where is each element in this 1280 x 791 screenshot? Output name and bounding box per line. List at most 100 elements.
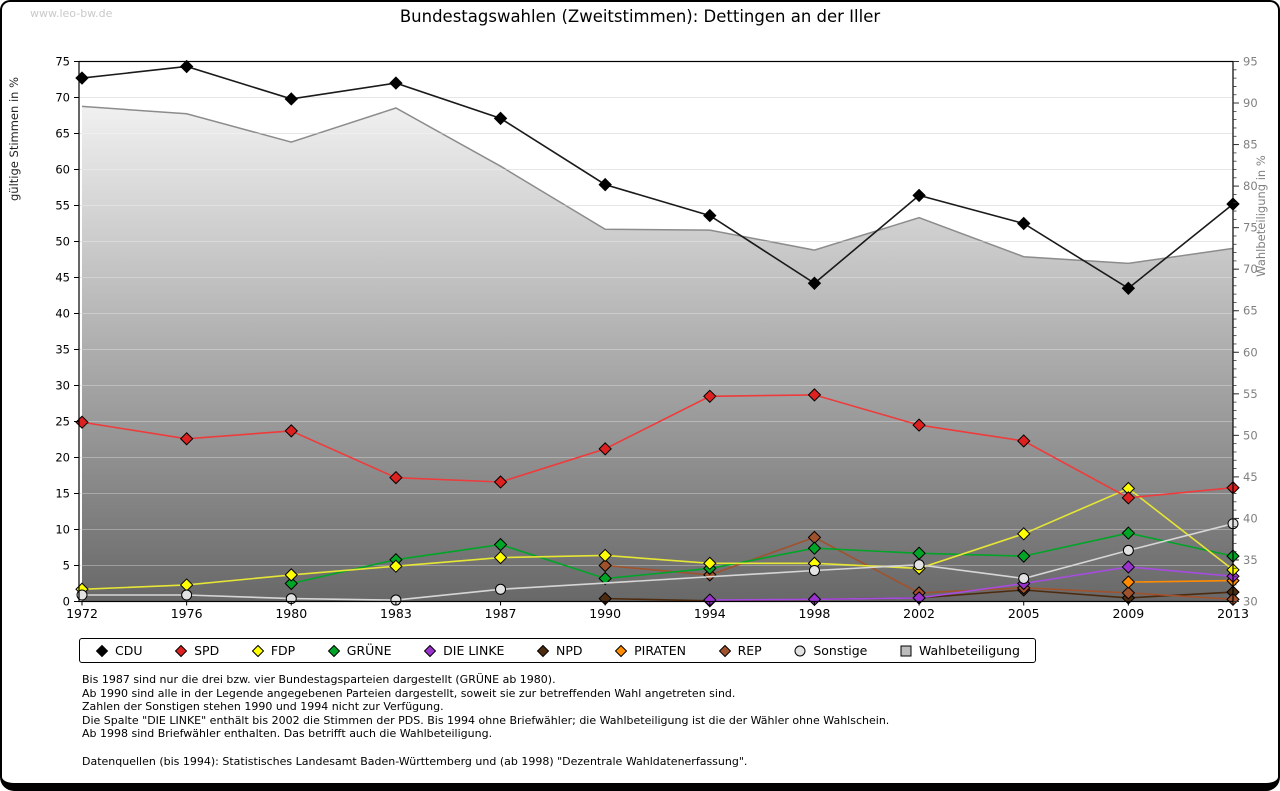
left-axis-tick-label: 15	[55, 487, 70, 501]
legend-swatch-fdp-icon	[251, 644, 265, 657]
x-axis-year-label: 1998	[799, 606, 831, 621]
marker-piraten	[1121, 575, 1136, 589]
x-axis-year-label: 1980	[275, 606, 307, 621]
marker-die-linke	[1121, 560, 1136, 574]
series-line-die-linke	[709, 566, 1234, 601]
legend-item-sonstige: Sonstige	[793, 643, 867, 658]
footnotes-block: Bis 1987 sind nur die drei bzw. vier Bun…	[82, 673, 889, 768]
left-axis-tick-label: 5	[63, 559, 70, 573]
marker-sonstige	[495, 583, 507, 595]
marker-sonstige	[1122, 544, 1134, 556]
left-axis-tick-label: 0	[63, 595, 70, 609]
marker-gr-ne	[1017, 549, 1031, 563]
legend-item-die-linke: DIE LINKE	[423, 643, 504, 658]
left-axis-tick-label: 45	[55, 271, 70, 285]
x-axis-year-label: 1994	[694, 606, 726, 621]
left-axis-tick-label: 35	[55, 343, 70, 357]
footnote-line: Datenquellen (bis 1994): Statistisches L…	[82, 754, 748, 768]
marker-cdu	[389, 76, 403, 90]
right-axis-tick-label: 95	[1243, 55, 1258, 69]
series-line-sonstige	[82, 522, 1234, 601]
legend-item-spd: SPD	[174, 643, 219, 658]
right-axis-tick-label: 90	[1243, 96, 1258, 110]
marker-cdu	[807, 276, 822, 290]
right-axis-tick-label: 75	[1243, 221, 1258, 235]
footnote-line: Zahlen der Sonstigen stehen 1990 und 199…	[82, 700, 444, 714]
marker-spd	[1017, 434, 1031, 448]
x-axis-year-label: 1976	[171, 606, 203, 621]
footnote-line: Die Spalte "DIE LINKE" enthält bis 2002 …	[82, 713, 890, 727]
legend-label: GRÜNE	[346, 643, 392, 658]
series-line-cdu	[81, 65, 1234, 290]
marker-cdu	[179, 59, 194, 74]
marker-fdp	[1017, 527, 1031, 541]
marker-cdu	[703, 208, 717, 223]
marker-spd	[1121, 491, 1136, 505]
x-axis-year-label: 1983	[380, 606, 412, 621]
x-axis-year-label: 1987	[485, 606, 517, 621]
election-line-chart: 0 5 10 15 20 25 30 35 40 45 50 55 60 65 70 75 30 35 40 45 50…	[2, 2, 1278, 624]
footnote-line: Bis 1987 sind nur die drei bzw. vier Bun…	[82, 673, 556, 686]
marker-cdu	[1121, 281, 1136, 296]
right-axis-tick-label: 60	[1243, 345, 1258, 359]
marker-spd	[179, 432, 194, 446]
series-line-spd	[81, 394, 1234, 499]
legend-swatch-wahlbeteiligung-icon	[900, 645, 912, 656]
right-axis-tick-label: 55	[1243, 387, 1258, 401]
legend-item-rep: REP	[718, 643, 762, 658]
right-axis-tick-label: 30	[1243, 595, 1258, 609]
legend-label: DIE LINKE	[443, 643, 505, 658]
legend-label: REP	[737, 643, 762, 658]
right-axis-tick-label: 40	[1243, 511, 1258, 525]
right-axis-tick-label: 50	[1243, 428, 1258, 442]
legend-label: Wahlbeteiligung	[918, 643, 1020, 658]
x-axis-year-label: 2013	[1217, 606, 1249, 621]
legend-item-gr-ne: GRÜNE	[327, 643, 392, 658]
series-line-fdp	[81, 487, 1234, 591]
x-axis-year-label: 1990	[589, 606, 621, 621]
left-axis-tick-label: 65	[55, 127, 70, 141]
left-axis-tick-label: 60	[55, 163, 70, 177]
legend-label: FDP	[270, 643, 296, 658]
legend-label: Sonstige	[813, 643, 868, 658]
marker-fdp	[493, 550, 508, 565]
marker-spd	[493, 475, 508, 489]
marker-sonstige	[808, 565, 820, 577]
legend-item-npd: NPD	[536, 643, 583, 658]
x-axis-year-label: 1972	[66, 606, 98, 621]
left-axis-tick-label: 30	[55, 379, 70, 393]
marker-cdu	[1017, 216, 1031, 231]
left-axis-tick-label: 75	[55, 55, 70, 69]
legend-label: SPD	[194, 643, 220, 658]
chart-legend: CDU SPD FDP GRÜNE DIE LINKE NPD PIRATEN REP Sons…	[79, 638, 1036, 663]
left-axis-title: gültige Stimmen in %	[7, 77, 21, 201]
watermark: www.leo-bw.de	[30, 7, 113, 20]
marker-fdp	[389, 559, 403, 573]
marker-fdp	[284, 568, 298, 582]
marker-spd	[703, 389, 717, 404]
marker-cdu	[598, 177, 612, 192]
legend-item-wahlbeteiligung: Wahlbeteiligung	[899, 643, 1020, 658]
marker-gr-ne	[284, 576, 298, 591]
left-axis-tick-label: 25	[55, 415, 70, 429]
legend-swatch-gr-ne-icon	[327, 644, 340, 657]
marker-gr-ne	[807, 541, 822, 555]
marker-sonstige	[181, 589, 193, 601]
x-axis-year-label: 2005	[1008, 606, 1040, 621]
legend-swatch-sonstige-icon	[794, 645, 806, 656]
marker-rep	[598, 558, 612, 573]
page-title: Bundestagswahlen (Zweitstimmen): Detting…	[399, 7, 881, 26]
marker-cdu	[493, 111, 508, 126]
right-axis-tick-label: 70	[1243, 262, 1258, 276]
left-axis-tick-label: 20	[55, 451, 70, 465]
right-axis-tick-label: 35	[1243, 553, 1258, 567]
wahlbeteiligung-area	[82, 106, 1233, 602]
legend-swatch-rep-icon	[718, 644, 731, 657]
x-axis-year-label: 2009	[1112, 606, 1144, 621]
legend-swatch-spd-icon	[174, 644, 188, 657]
legend-swatch-piraten-icon	[614, 644, 628, 657]
marker-spd	[807, 388, 822, 402]
legend-label: NPD	[556, 643, 583, 658]
legend-swatch-die-linke-icon	[423, 644, 437, 657]
marker-die-linke	[703, 593, 717, 607]
